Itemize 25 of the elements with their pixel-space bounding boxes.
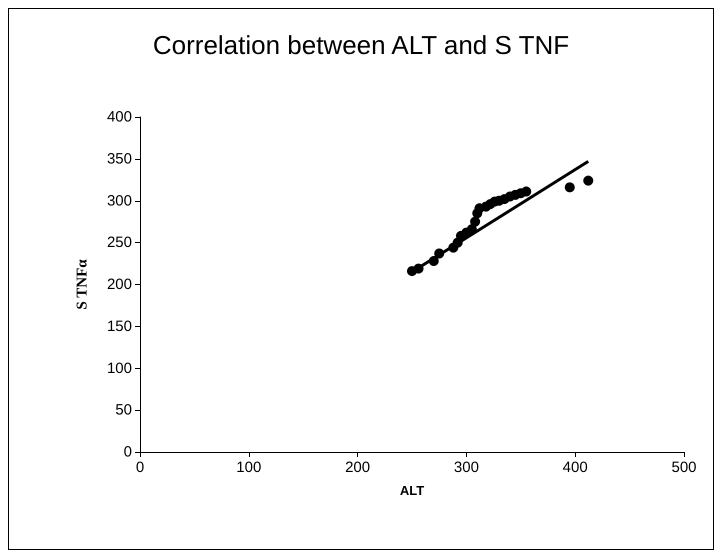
y-tick-label: 300 xyxy=(106,192,132,210)
x-tick-label: 100 xyxy=(236,459,262,476)
x-axis-title: ALT xyxy=(400,483,424,498)
y-tick-label: 100 xyxy=(106,360,132,377)
x-tick-label: 200 xyxy=(345,459,370,476)
point xyxy=(434,248,444,259)
y-axis-title: S TNFα xyxy=(74,258,90,310)
point xyxy=(583,176,594,186)
y-tick-label: 50 xyxy=(115,402,132,419)
point xyxy=(414,264,424,274)
point xyxy=(564,182,575,192)
point xyxy=(428,256,439,266)
chart-title: Correlation between ALT and S TNF xyxy=(152,30,570,60)
y-tick-label: 400 xyxy=(106,108,132,126)
point xyxy=(470,216,480,227)
y-tick-label: 150 xyxy=(106,318,132,335)
x-tick-label: 300 xyxy=(454,459,479,476)
y-tick-label: 350 xyxy=(106,150,132,168)
x-tick-label: 400 xyxy=(562,459,588,476)
y-tick-label: 250 xyxy=(106,234,132,252)
x-tick-label: 0 xyxy=(136,459,144,476)
x-tick-label: 500 xyxy=(671,459,697,476)
point xyxy=(521,186,532,197)
y-tick-label: 200 xyxy=(106,276,132,293)
y-tick-label: 0 xyxy=(124,444,132,460)
